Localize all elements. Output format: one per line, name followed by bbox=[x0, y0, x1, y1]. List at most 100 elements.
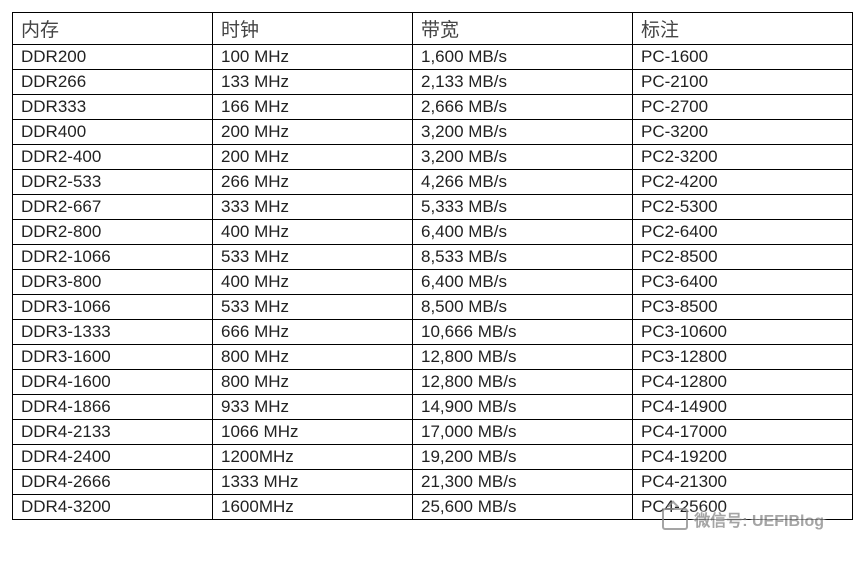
table-cell: 1,600 MB/s bbox=[413, 45, 633, 70]
table-cell: 25,600 MB/s bbox=[413, 495, 633, 520]
table-cell: PC3-6400 bbox=[633, 270, 853, 295]
col-header-clock: 时钟 bbox=[213, 13, 413, 45]
table-cell: 800 MHz bbox=[213, 345, 413, 370]
table-cell: 400 MHz bbox=[213, 220, 413, 245]
table-row: DDR400200 MHz3,200 MB/sPC-3200 bbox=[13, 120, 853, 145]
table-cell: PC-2700 bbox=[633, 95, 853, 120]
table-cell: DDR2-400 bbox=[13, 145, 213, 170]
table-cell: 17,000 MB/s bbox=[413, 420, 633, 445]
table-cell: PC4-14900 bbox=[633, 395, 853, 420]
table-cell: PC-1600 bbox=[633, 45, 853, 70]
memory-spec-table: 内存 时钟 带宽 标注 DDR200100 MHz1,600 MB/sPC-16… bbox=[12, 12, 853, 520]
table-row: DDR2-800400 MHz6,400 MB/sPC2-6400 bbox=[13, 220, 853, 245]
table-cell: 333 MHz bbox=[213, 195, 413, 220]
table-cell: DDR200 bbox=[13, 45, 213, 70]
table-cell: 666 MHz bbox=[213, 320, 413, 345]
table-row: DDR333166 MHz2,666 MB/sPC-2700 bbox=[13, 95, 853, 120]
table-cell: DDR333 bbox=[13, 95, 213, 120]
table-cell: 1333 MHz bbox=[213, 470, 413, 495]
table-cell: 8,500 MB/s bbox=[413, 295, 633, 320]
table-cell: PC4-25600 bbox=[633, 495, 853, 520]
table-cell: 2,666 MB/s bbox=[413, 95, 633, 120]
table-cell: 4,266 MB/s bbox=[413, 170, 633, 195]
table-header-row: 内存 时钟 带宽 标注 bbox=[13, 13, 853, 45]
table-cell: 2,133 MB/s bbox=[413, 70, 633, 95]
table-cell: 533 MHz bbox=[213, 295, 413, 320]
table-body: DDR200100 MHz1,600 MB/sPC-1600DDR266133 … bbox=[13, 45, 853, 520]
table-cell: 1066 MHz bbox=[213, 420, 413, 445]
table-cell: DDR4-1600 bbox=[13, 370, 213, 395]
table-cell: PC4-12800 bbox=[633, 370, 853, 395]
table-row: DDR3-1066533 MHz8,500 MB/sPC3-8500 bbox=[13, 295, 853, 320]
table-cell: PC3-10600 bbox=[633, 320, 853, 345]
table-cell: 1200MHz bbox=[213, 445, 413, 470]
table-cell: DDR4-1866 bbox=[13, 395, 213, 420]
table-cell: 21,300 MB/s bbox=[413, 470, 633, 495]
table-cell: 6,400 MB/s bbox=[413, 270, 633, 295]
table-cell: 3,200 MB/s bbox=[413, 145, 633, 170]
table-row: DDR3-800400 MHz6,400 MB/sPC3-6400 bbox=[13, 270, 853, 295]
table-cell: 133 MHz bbox=[213, 70, 413, 95]
table-cell: DDR3-800 bbox=[13, 270, 213, 295]
table-cell: PC2-3200 bbox=[633, 145, 853, 170]
table-cell: PC-2100 bbox=[633, 70, 853, 95]
table-row: DDR200100 MHz1,600 MB/sPC-1600 bbox=[13, 45, 853, 70]
table-cell: PC3-12800 bbox=[633, 345, 853, 370]
col-header-label: 标注 bbox=[633, 13, 853, 45]
table-cell: 10,666 MB/s bbox=[413, 320, 633, 345]
table-row: DDR4-1866933 MHz14,900 MB/sPC4-14900 bbox=[13, 395, 853, 420]
table-cell: DDR2-800 bbox=[13, 220, 213, 245]
table-row: DDR4-21331066 MHz17,000 MB/sPC4-17000 bbox=[13, 420, 853, 445]
table-cell: 14,900 MB/s bbox=[413, 395, 633, 420]
table-cell: 166 MHz bbox=[213, 95, 413, 120]
table-cell: 19,200 MB/s bbox=[413, 445, 633, 470]
table-cell: PC2-4200 bbox=[633, 170, 853, 195]
table-cell: PC2-5300 bbox=[633, 195, 853, 220]
table-cell: DDR3-1066 bbox=[13, 295, 213, 320]
table-cell: 533 MHz bbox=[213, 245, 413, 270]
table-cell: 933 MHz bbox=[213, 395, 413, 420]
table-cell: DDR4-3200 bbox=[13, 495, 213, 520]
table-row: DDR4-1600800 MHz12,800 MB/sPC4-12800 bbox=[13, 370, 853, 395]
table-cell: PC2-8500 bbox=[633, 245, 853, 270]
table-cell: DDR2-1066 bbox=[13, 245, 213, 270]
table-cell: 5,333 MB/s bbox=[413, 195, 633, 220]
col-header-memory: 内存 bbox=[13, 13, 213, 45]
table-cell: DDR2-667 bbox=[13, 195, 213, 220]
table-cell: PC4-21300 bbox=[633, 470, 853, 495]
table-cell: DDR2-533 bbox=[13, 170, 213, 195]
table-cell: DDR4-2400 bbox=[13, 445, 213, 470]
table-row: DDR4-26661333 MHz21,300 MB/sPC4-21300 bbox=[13, 470, 853, 495]
table-row: DDR3-1600800 MHz12,800 MB/sPC3-12800 bbox=[13, 345, 853, 370]
table-header: 内存 时钟 带宽 标注 bbox=[13, 13, 853, 45]
table-row: DDR4-32001600MHz25,600 MB/sPC4-25600 bbox=[13, 495, 853, 520]
table-row: DDR2-667333 MHz5,333 MB/sPC2-5300 bbox=[13, 195, 853, 220]
table-cell: PC2-6400 bbox=[633, 220, 853, 245]
table-cell: DDR3-1600 bbox=[13, 345, 213, 370]
table-cell: DDR266 bbox=[13, 70, 213, 95]
table-row: DDR266133 MHz2,133 MB/sPC-2100 bbox=[13, 70, 853, 95]
table-cell: PC4-17000 bbox=[633, 420, 853, 445]
table-cell: 266 MHz bbox=[213, 170, 413, 195]
table-cell: 100 MHz bbox=[213, 45, 413, 70]
table-row: DDR2-1066533 MHz8,533 MB/sPC2-8500 bbox=[13, 245, 853, 270]
table-cell: 1600MHz bbox=[213, 495, 413, 520]
table-row: DDR3-1333666 MHz10,666 MB/sPC3-10600 bbox=[13, 320, 853, 345]
table-cell: PC-3200 bbox=[633, 120, 853, 145]
table-cell: PC3-8500 bbox=[633, 295, 853, 320]
table-cell: 3,200 MB/s bbox=[413, 120, 633, 145]
table-cell: 6,400 MB/s bbox=[413, 220, 633, 245]
table-cell: 200 MHz bbox=[213, 145, 413, 170]
table-cell: DDR4-2666 bbox=[13, 470, 213, 495]
table-cell: PC4-19200 bbox=[633, 445, 853, 470]
table-row: DDR2-400200 MHz3,200 MB/sPC2-3200 bbox=[13, 145, 853, 170]
table-cell: 8,533 MB/s bbox=[413, 245, 633, 270]
table-cell: DDR400 bbox=[13, 120, 213, 145]
table-cell: DDR3-1333 bbox=[13, 320, 213, 345]
table-cell: 400 MHz bbox=[213, 270, 413, 295]
table-cell: DDR4-2133 bbox=[13, 420, 213, 445]
table-cell: 12,800 MB/s bbox=[413, 370, 633, 395]
table-row: DDR2-533266 MHz4,266 MB/sPC2-4200 bbox=[13, 170, 853, 195]
table-row: DDR4-24001200MHz19,200 MB/sPC4-19200 bbox=[13, 445, 853, 470]
table-cell: 12,800 MB/s bbox=[413, 345, 633, 370]
